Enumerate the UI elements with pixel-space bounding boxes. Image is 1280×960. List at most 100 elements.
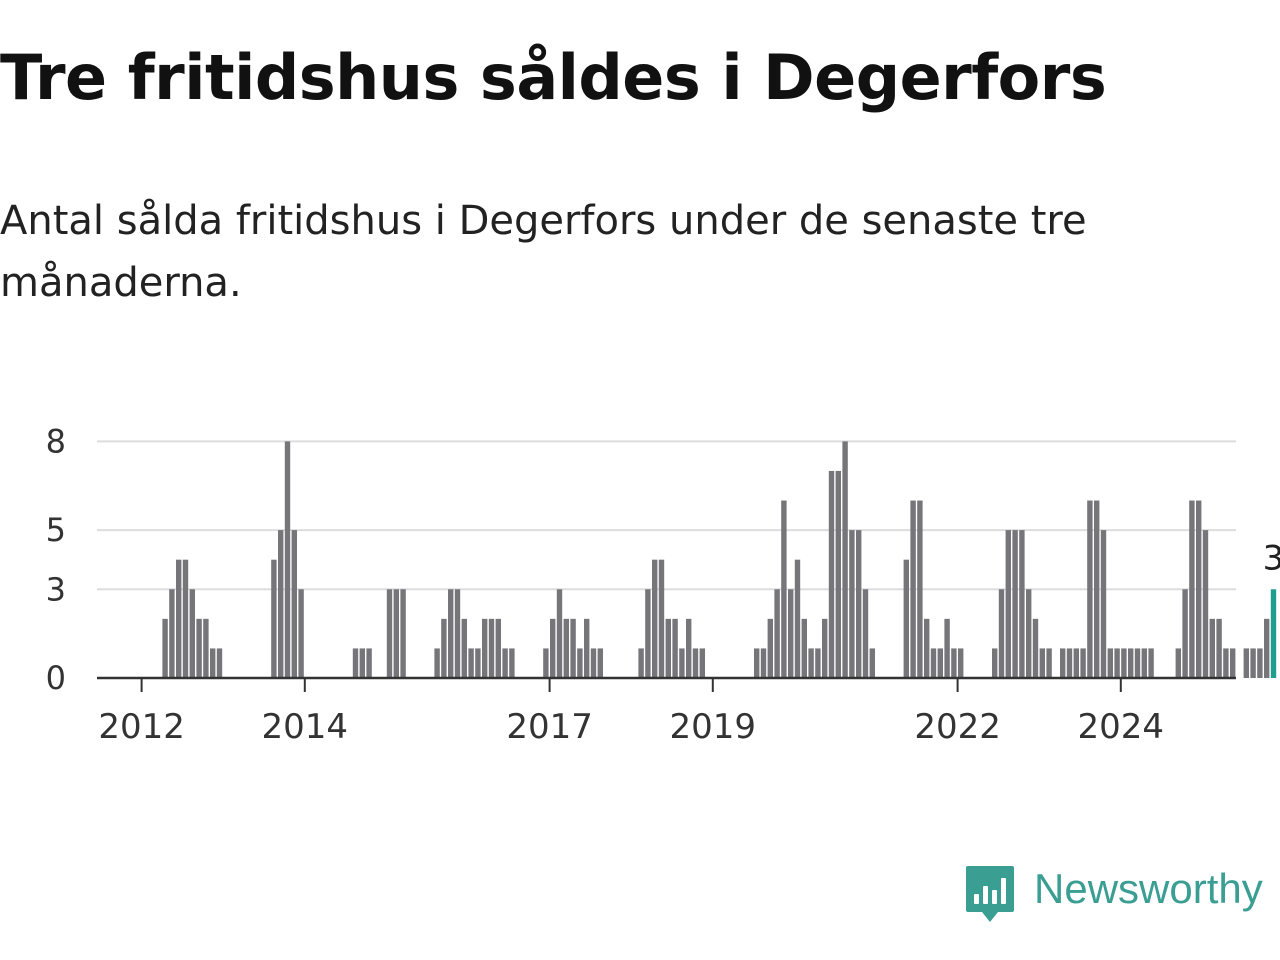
bar bbox=[550, 618, 556, 678]
bar bbox=[1039, 648, 1045, 678]
bar bbox=[1141, 648, 1147, 678]
bar bbox=[760, 648, 767, 678]
bar bbox=[1019, 530, 1025, 678]
bar bbox=[509, 648, 515, 678]
bar bbox=[828, 470, 835, 678]
bar bbox=[1094, 500, 1100, 678]
bar bbox=[434, 648, 440, 678]
bar bbox=[774, 589, 780, 678]
bar bbox=[291, 530, 297, 678]
bar bbox=[182, 559, 189, 678]
bar bbox=[176, 559, 182, 678]
brand-name: Newsworthy bbox=[1034, 865, 1263, 912]
bar bbox=[1196, 500, 1202, 678]
bar bbox=[944, 618, 950, 678]
bar bbox=[849, 530, 855, 678]
bar bbox=[570, 618, 576, 678]
newsworthy-logo: Newsworthy bbox=[964, 864, 1280, 928]
bar bbox=[1243, 648, 1249, 678]
bar bbox=[590, 648, 597, 678]
y-tick-label: 5 bbox=[46, 511, 66, 549]
bar bbox=[584, 618, 590, 678]
bar bbox=[1223, 648, 1229, 678]
bar bbox=[937, 648, 943, 678]
bar bbox=[495, 618, 501, 678]
bar bbox=[1046, 648, 1052, 678]
bar bbox=[930, 648, 937, 678]
bar bbox=[1148, 648, 1154, 678]
bar bbox=[475, 648, 481, 678]
bar bbox=[645, 589, 651, 678]
bar bbox=[577, 648, 583, 678]
bar bbox=[856, 530, 862, 678]
bar bbox=[1100, 530, 1107, 678]
bar bbox=[162, 618, 168, 678]
x-tick-label: 2022 bbox=[914, 707, 1001, 747]
bar bbox=[1114, 648, 1120, 678]
bar bbox=[699, 648, 705, 678]
bar bbox=[189, 589, 195, 678]
bar bbox=[1209, 618, 1215, 678]
bar bbox=[1134, 648, 1141, 678]
bar bbox=[196, 618, 202, 678]
axes: 0 3 5 8 3 2012 2014 2017 2019 2022 2024 bbox=[46, 422, 1280, 747]
bar bbox=[1032, 618, 1039, 678]
bar bbox=[1216, 618, 1222, 678]
bar bbox=[556, 589, 563, 678]
bar bbox=[992, 648, 998, 678]
bar bbox=[298, 589, 304, 678]
bar bbox=[835, 470, 841, 678]
bar bbox=[352, 648, 359, 678]
bar bbox=[903, 559, 909, 678]
bar bbox=[917, 500, 923, 678]
bar bbox=[692, 648, 699, 678]
bar bbox=[951, 648, 957, 678]
page-title: Tre fritidshus såldes i Degerfors bbox=[0, 41, 1107, 114]
latest-value-label: 3 bbox=[1263, 538, 1280, 578]
y-tick-label: 8 bbox=[46, 422, 66, 460]
bar bbox=[958, 648, 964, 678]
bar-chart: 0 3 5 8 3 2012 2014 2017 2019 2022 2024 bbox=[46, 422, 1280, 747]
x-tick-label: 2012 bbox=[98, 707, 185, 747]
bar bbox=[1264, 618, 1270, 678]
bar bbox=[672, 618, 678, 678]
bar bbox=[1230, 648, 1236, 678]
bar bbox=[400, 589, 406, 678]
bar bbox=[788, 589, 794, 678]
bar bbox=[366, 648, 372, 678]
bar bbox=[563, 618, 569, 678]
bar bbox=[1182, 589, 1188, 678]
bar bbox=[808, 648, 814, 678]
bar bbox=[441, 618, 447, 678]
bar bbox=[652, 559, 658, 678]
bar bbox=[502, 648, 508, 678]
bar bbox=[386, 589, 393, 678]
bar bbox=[781, 500, 787, 678]
bar bbox=[815, 648, 821, 678]
bar bbox=[1250, 648, 1256, 678]
bar bbox=[754, 648, 760, 678]
bar bbox=[278, 530, 284, 678]
x-tick-label: 2017 bbox=[506, 707, 593, 747]
x-tick-label: 2024 bbox=[1078, 707, 1165, 747]
bar bbox=[910, 500, 916, 678]
bar bbox=[1066, 648, 1073, 678]
bar bbox=[1175, 648, 1181, 678]
bar bbox=[482, 618, 488, 678]
bar bbox=[216, 648, 223, 678]
bar bbox=[767, 618, 773, 678]
bar bbox=[271, 559, 277, 678]
bar bbox=[822, 618, 828, 678]
bar bbox=[1202, 530, 1209, 678]
bar bbox=[794, 559, 801, 678]
bar bbox=[1060, 648, 1066, 678]
bar-series bbox=[162, 441, 1277, 678]
bar bbox=[1087, 500, 1093, 678]
newsworthy-logo-icon bbox=[966, 866, 1014, 922]
bar bbox=[665, 618, 671, 678]
bar bbox=[1121, 648, 1127, 678]
bar bbox=[1257, 648, 1263, 678]
bar bbox=[1005, 530, 1011, 678]
bar bbox=[210, 648, 216, 678]
bar bbox=[801, 618, 807, 678]
